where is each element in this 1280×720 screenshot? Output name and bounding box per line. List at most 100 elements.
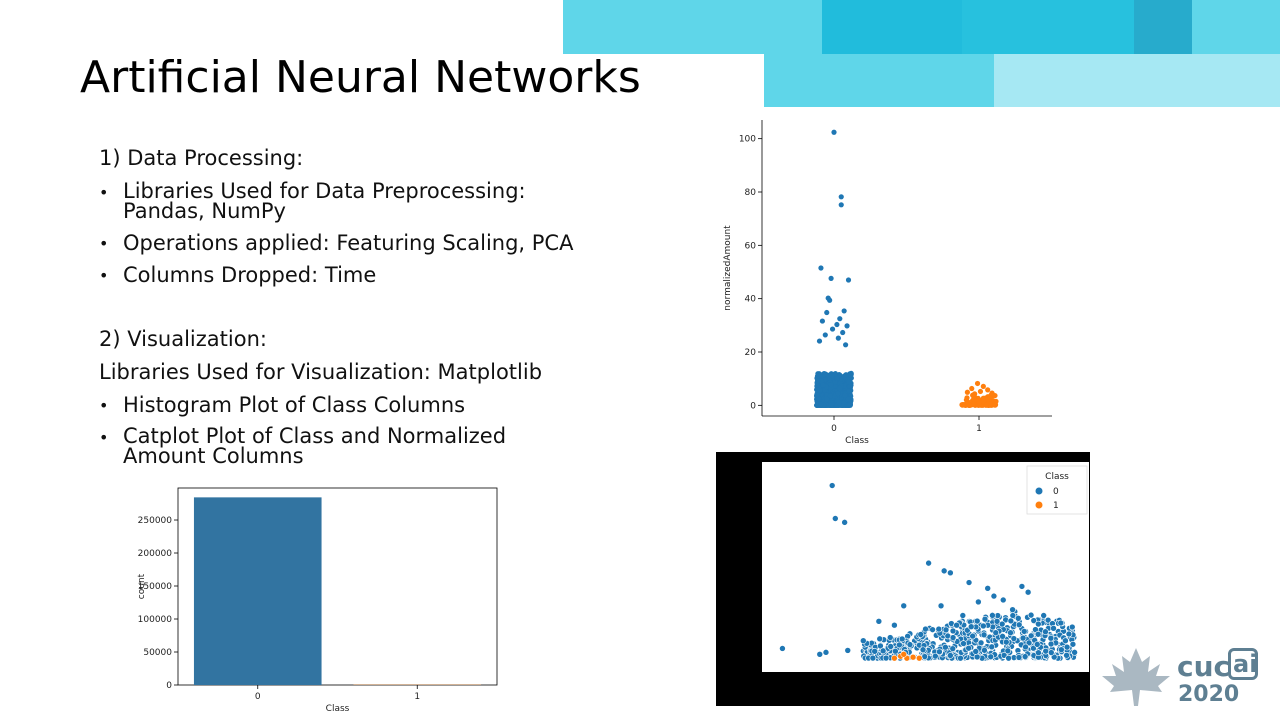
point-class-0 — [980, 631, 988, 639]
x-tick-label: 0 — [255, 692, 261, 702]
point-class-0 — [896, 641, 903, 649]
bullet-histogram: Histogram Plot of Class Columns — [123, 393, 466, 417]
point-class-0 — [828, 402, 835, 408]
point-class-0 — [973, 617, 981, 625]
banner-block-1 — [563, 0, 822, 54]
point-class-0 — [925, 559, 932, 567]
point-class-0 — [822, 332, 828, 338]
point-class-1 — [987, 396, 993, 402]
point-class-0 — [981, 615, 989, 623]
point-class-0 — [1007, 617, 1015, 625]
point-class-0 — [949, 627, 957, 635]
banner-block-5 — [1192, 0, 1280, 54]
point-class-1 — [971, 396, 977, 402]
point-class-0 — [949, 645, 957, 652]
point-class-0 — [900, 602, 908, 610]
point-class-0 — [841, 519, 848, 526]
slide-title: Artificial Neural Networks — [80, 52, 641, 103]
point-class-0 — [988, 643, 996, 651]
point-class-0 — [981, 646, 988, 654]
point-class-0 — [824, 396, 830, 402]
point-class-1 — [989, 390, 995, 396]
point-class-0 — [1042, 628, 1049, 636]
count-bar-chart: 0 50000 100000 150000 200000 250000 0 1 Class cou… — [137, 487, 498, 714]
point-class-0 — [1025, 639, 1033, 647]
point-class-0 — [840, 399, 847, 406]
point-class-0 — [824, 309, 830, 316]
point-class-0 — [1007, 629, 1014, 637]
point-class-0 — [779, 645, 786, 652]
series-class-1 — [959, 380, 999, 408]
point-class-0 — [887, 643, 894, 650]
point-class-0 — [929, 626, 936, 633]
point-class-0 — [1063, 643, 1071, 651]
point-class-0 — [1018, 583, 1026, 590]
legend-label-1: 1 — [1053, 501, 1059, 511]
point-class-0 — [960, 640, 967, 647]
pca-scatter-chart: Class 0 1 — [716, 452, 1090, 706]
point-class-0 — [947, 569, 954, 577]
point-class-0 — [845, 396, 851, 402]
point-class-0 — [837, 316, 843, 322]
point-class-1 — [972, 391, 978, 397]
point-class-0 — [917, 631, 925, 638]
y-tick-label: 150000 — [138, 582, 173, 592]
point-class-0 — [814, 387, 820, 393]
point-class-0 — [879, 647, 887, 655]
point-class-0 — [993, 618, 1001, 625]
point-class-0 — [921, 653, 929, 660]
point-class-0 — [1071, 649, 1078, 656]
y-tick-label: 80 — [745, 188, 757, 198]
point-class-0 — [844, 323, 850, 329]
point-class-0 — [1004, 647, 1012, 655]
point-class-0 — [846, 402, 852, 408]
point-class-0 — [832, 515, 839, 522]
y-tick-label: 0 — [750, 401, 756, 411]
point-class-0 — [1002, 638, 1010, 646]
point-class-0 — [898, 635, 906, 643]
point-class-0 — [1035, 620, 1042, 628]
point-class-0 — [841, 308, 847, 314]
y-axis-label: normalizedAmount — [723, 225, 733, 311]
point-class-0 — [942, 626, 950, 634]
series-class-1 — [891, 651, 923, 662]
point-class-0 — [999, 596, 1007, 604]
point-class-0 — [827, 393, 833, 399]
point-class-0 — [831, 129, 837, 135]
point-class-0 — [816, 651, 824, 658]
point-class-0 — [989, 612, 996, 619]
point-class-1 — [909, 653, 917, 661]
y-tick-label: 0 — [166, 681, 172, 691]
bullet-marker: • — [99, 396, 109, 415]
point-class-1 — [891, 654, 898, 662]
point-class-0 — [828, 275, 834, 281]
series-class-0 — [814, 129, 854, 408]
point-class-0 — [1069, 640, 1077, 648]
point-class-0 — [937, 602, 945, 610]
point-class-0 — [882, 654, 890, 662]
point-class-0 — [1040, 612, 1047, 619]
maple-leaf-icon — [1102, 648, 1170, 706]
x-axis-label: Class — [845, 436, 869, 446]
point-class-0 — [1063, 651, 1070, 659]
point-class-0 — [940, 567, 948, 575]
point-class-0 — [1027, 611, 1035, 619]
point-class-0 — [935, 625, 943, 633]
point-class-1 — [977, 388, 984, 395]
y-tick-label: 200000 — [138, 549, 173, 559]
point-class-0 — [835, 390, 841, 397]
point-class-0 — [980, 622, 987, 630]
point-class-0 — [998, 620, 1006, 628]
point-class-0 — [959, 612, 967, 619]
point-class-1 — [993, 398, 999, 404]
point-class-0 — [843, 372, 849, 378]
point-class-1 — [965, 399, 971, 405]
point-class-0 — [834, 321, 840, 328]
point-class-0 — [860, 637, 867, 645]
point-class-0 — [838, 202, 844, 208]
point-class-0 — [1010, 635, 1018, 642]
point-class-0 — [814, 378, 821, 384]
point-class-0 — [965, 644, 972, 652]
point-class-0 — [828, 482, 836, 489]
series-class-0 — [779, 482, 1078, 662]
